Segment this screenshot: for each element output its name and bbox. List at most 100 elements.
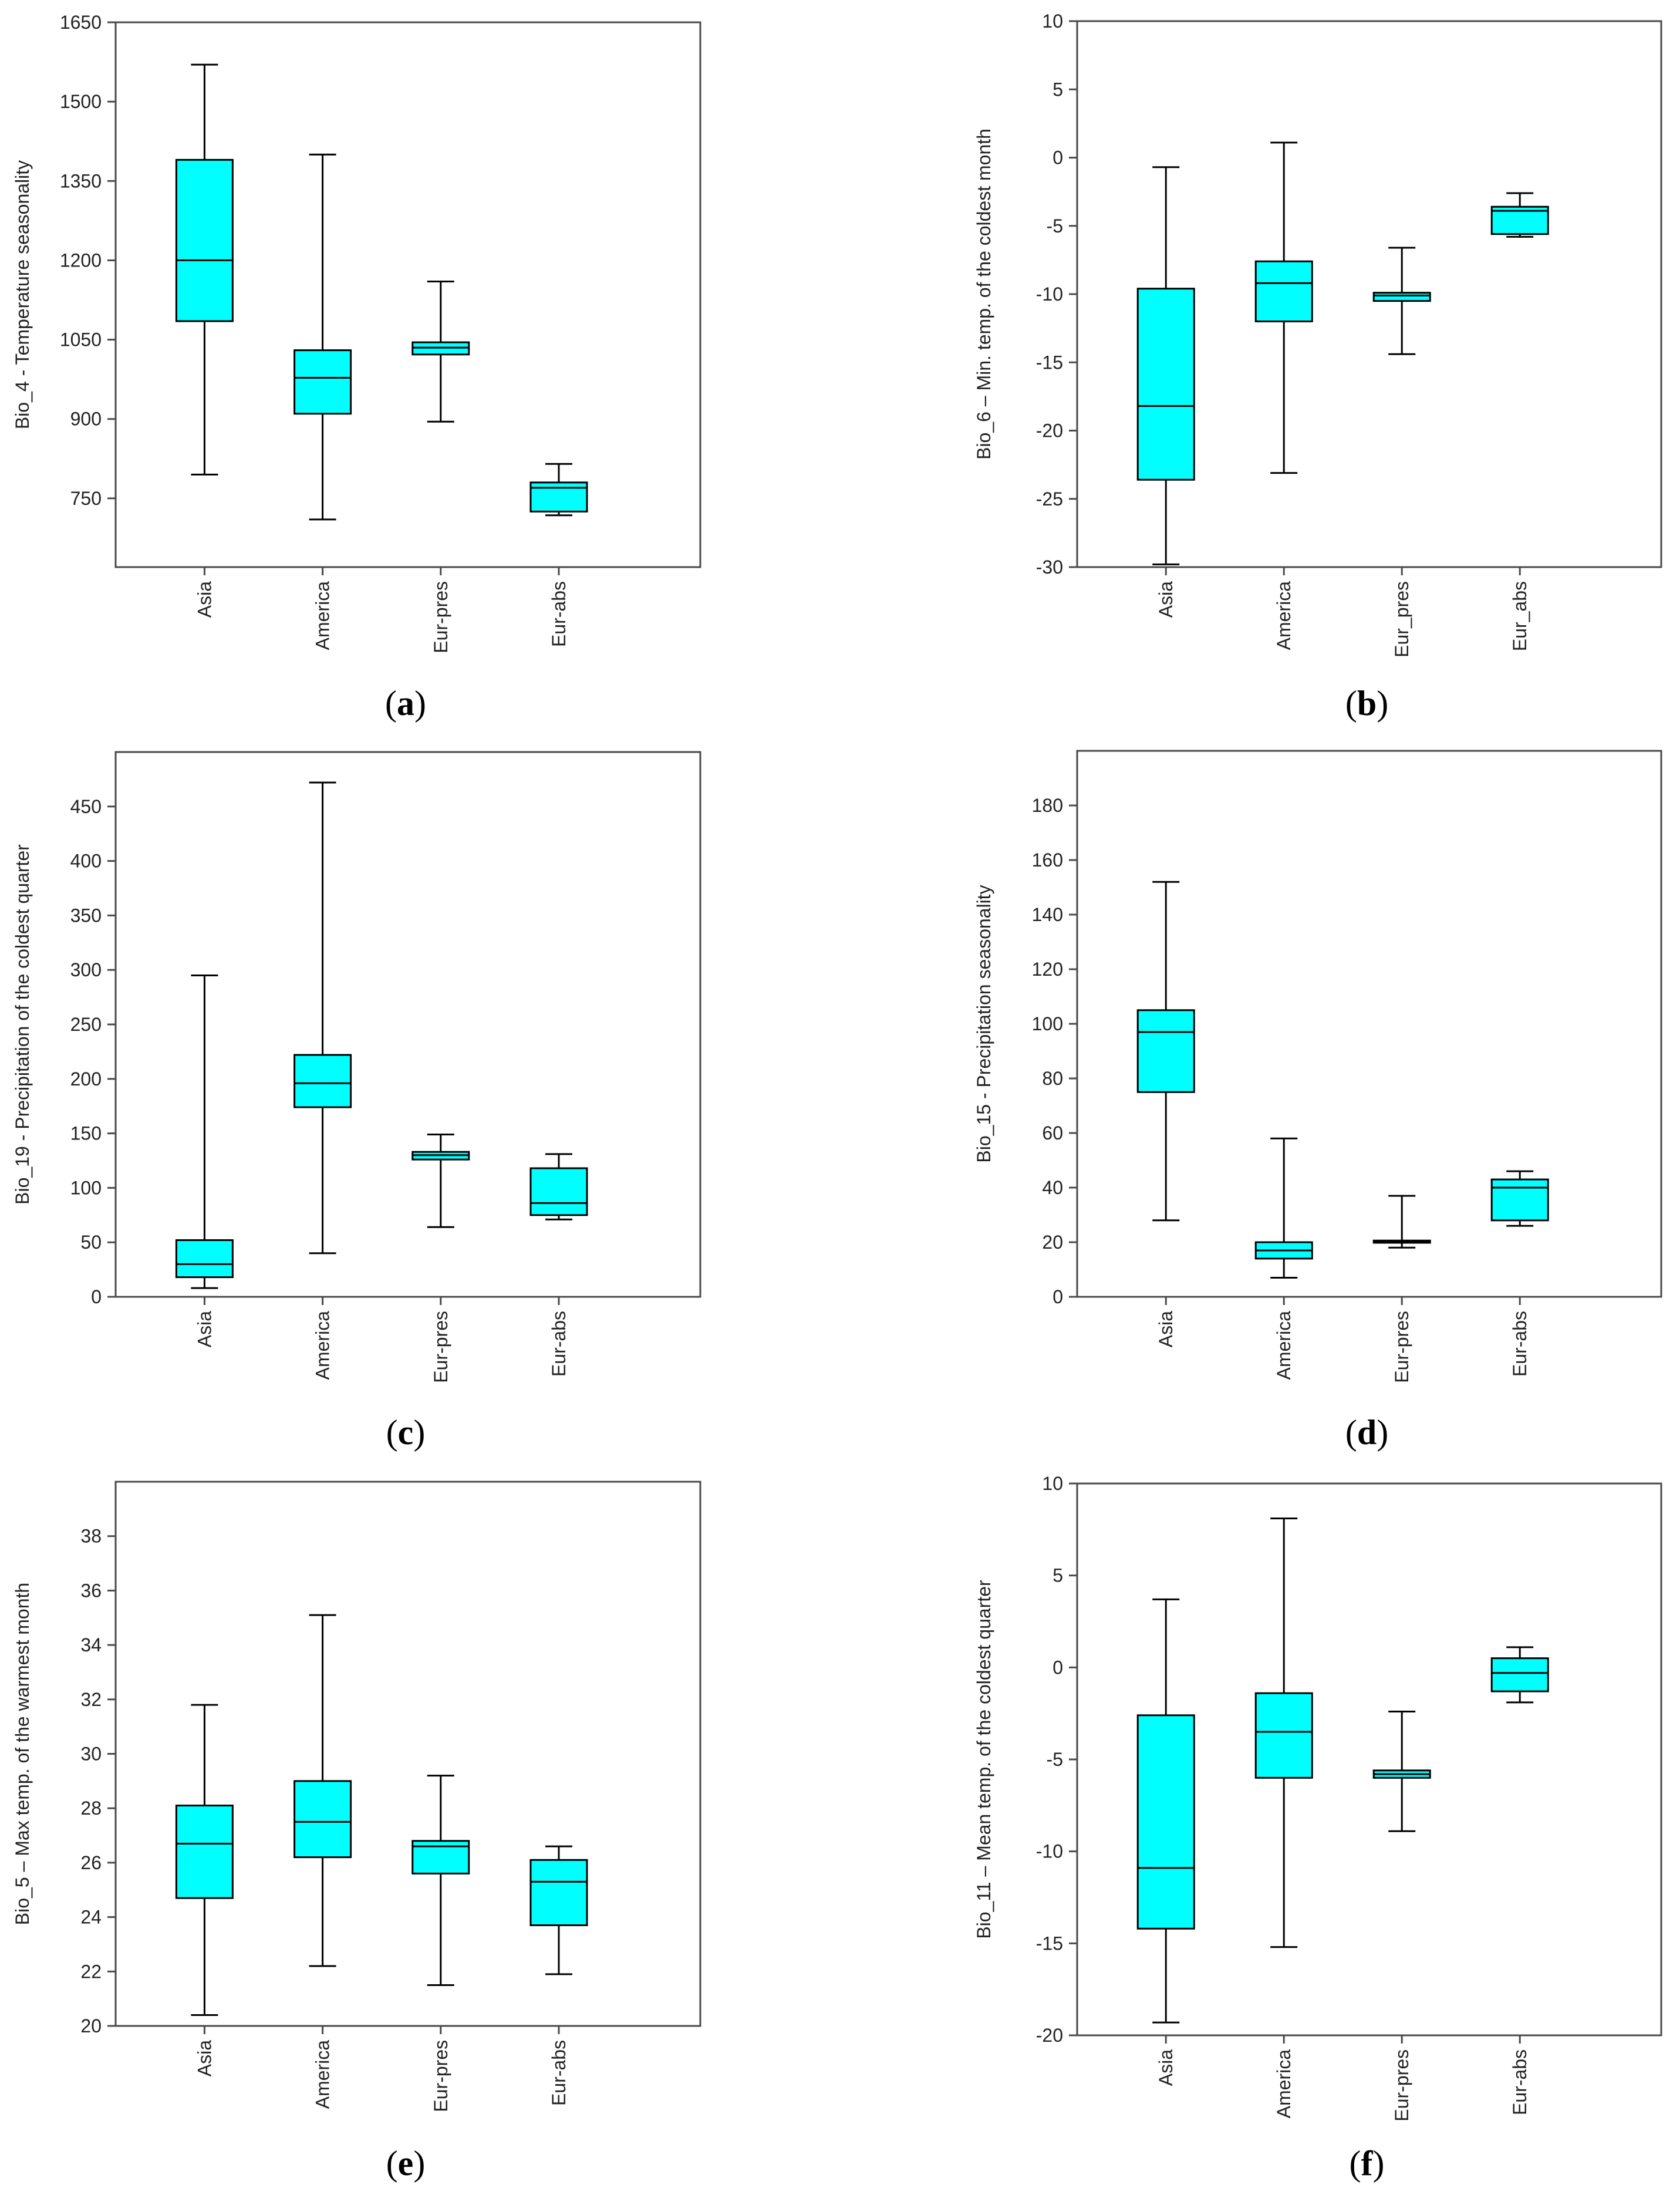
- box-america: [294, 153, 352, 521]
- x-category-label: America: [312, 1311, 333, 1380]
- box-asia: [1136, 166, 1195, 565]
- iqr-box: [1136, 288, 1195, 481]
- x-category-label: America: [1273, 581, 1294, 650]
- y-tick-label: 200: [70, 1068, 102, 1090]
- box-asia: [175, 974, 234, 1289]
- y-tick-label: -10: [1036, 284, 1063, 305]
- y-axis-title: Bio_4 - Temperature seasonality: [12, 160, 33, 429]
- x-category-label: Eur-abs: [548, 2040, 569, 2106]
- y-tick-label: 0: [1052, 1286, 1063, 1307]
- y-tick-label: 38: [80, 1526, 102, 1547]
- iqr-box: [1490, 1657, 1549, 1692]
- x-category-label: Eur-abs: [548, 1311, 569, 1377]
- y-tick-label: 20: [1042, 1232, 1063, 1253]
- y-tick-label: 750: [70, 488, 102, 509]
- x-category-label: Eur-abs: [1509, 2049, 1530, 2115]
- y-tick-label: 5: [1052, 79, 1063, 100]
- y-tick-label: 400: [70, 851, 102, 872]
- box-eur-abs: [529, 463, 588, 517]
- y-tick-label: 250: [70, 1014, 102, 1035]
- y-tick-label: 1050: [60, 329, 102, 350]
- panel-label: (f): [1350, 2144, 1385, 2183]
- iqr-box: [1372, 292, 1431, 302]
- box-america: [1254, 141, 1313, 474]
- box-eur-pres: [1372, 1195, 1431, 1249]
- y-tick-label: 0: [1052, 1657, 1063, 1678]
- iqr-box: [294, 349, 352, 415]
- box-america: [294, 1614, 352, 1967]
- iqr-box: [1136, 1714, 1195, 1930]
- iqr-box: [529, 481, 588, 512]
- y-tick-label: 160: [1032, 849, 1063, 871]
- box-america: [1254, 1137, 1313, 1279]
- y-tick-label: 0: [1052, 147, 1063, 168]
- y-axis-title: Bio_6 – Min. temp. of the coldest month: [973, 129, 994, 460]
- panel-f: -20 -15 -10 -5 0 5 10 Bio_11 – Mean temp. of th…: [973, 1473, 1662, 2183]
- panel-label: (a): [385, 684, 426, 723]
- y-tick-label: -25: [1036, 488, 1063, 510]
- iqr-box: [175, 1239, 234, 1279]
- panel-c: 0 50 100 150 200 250 300 350 400 450 Bio_19 - Prec…: [12, 751, 701, 1452]
- box-asia: [1136, 1598, 1195, 2024]
- y-tick-label: 20: [80, 2015, 102, 2036]
- iqr-box: [294, 1780, 352, 1859]
- x-category-label: Asia: [1155, 1311, 1176, 1347]
- y-axis-title: Bio_15 - Precipitation seasonality: [973, 885, 994, 1162]
- y-tick-label: 26: [80, 1852, 102, 1873]
- y-tick-label: -30: [1036, 557, 1063, 578]
- box-eur-abs: [1490, 1646, 1549, 1704]
- x-category-label: Eur-pres: [430, 2040, 451, 2112]
- x-category-label: Eur_abs: [1509, 581, 1530, 651]
- box-asia: [1136, 881, 1195, 1222]
- y-tick-label: 22: [80, 1961, 102, 1982]
- y-tick-label: 150: [70, 1123, 102, 1144]
- iqr-box: [1254, 260, 1313, 323]
- panel-label: (d): [1345, 1413, 1388, 1452]
- y-tick-label: 1350: [60, 170, 102, 191]
- box-eur-pres: [1372, 1711, 1431, 1832]
- y-tick-label: 1500: [60, 91, 102, 112]
- panel-a: 750 900 1050 1200 1350 1500 1650 Bio_4 - Temper…: [12, 12, 701, 723]
- y-tick-label: -20: [1036, 420, 1063, 441]
- x-category-label: Eur_pres: [1391, 581, 1412, 658]
- y-tick-label: 1650: [60, 12, 102, 33]
- y-tick-label: 1200: [60, 249, 102, 271]
- y-tick-label: -20: [1036, 2025, 1063, 2046]
- y-axis-title: Bio_5 – Max temp. of the warmest month: [12, 1583, 33, 1925]
- y-tick-label: 10: [1042, 1473, 1063, 1494]
- x-category-label: Asia: [1155, 2049, 1176, 2086]
- panel-label: (b): [1345, 684, 1388, 723]
- x-category-label: Eur-pres: [430, 581, 451, 653]
- x-category-label: Eur-abs: [548, 581, 569, 647]
- iqr-box: [1136, 1009, 1195, 1093]
- y-tick-label: 24: [80, 1907, 102, 1928]
- box-america: [294, 781, 352, 1255]
- x-category-label: Eur-pres: [430, 1311, 451, 1383]
- y-tick-label: 34: [80, 1634, 102, 1655]
- box-eur-pres: [1372, 247, 1431, 355]
- y-tick-label: -15: [1036, 352, 1063, 373]
- y-tick-label: 0: [91, 1286, 102, 1307]
- panel-b: -30 -25 -20 -15 -10 -5 0 5 10 Bio_6 – Min. temp. …: [973, 11, 1662, 723]
- plot-frame: [114, 1481, 701, 2027]
- y-axis-title: Bio_19 - Precipitation of the coldest qu…: [12, 844, 33, 1205]
- box-eur-abs: [529, 1153, 588, 1220]
- x-category-label: Asia: [1155, 581, 1176, 618]
- y-tick-label: -5: [1047, 1749, 1063, 1770]
- x-category-label: Asia: [194, 1311, 215, 1347]
- y-tick-label: 180: [1032, 795, 1063, 816]
- panel-label: (c): [386, 1413, 426, 1452]
- y-tick-label: 36: [80, 1580, 102, 1601]
- y-tick-label: 80: [1042, 1068, 1063, 1089]
- box-eur-abs: [1490, 192, 1549, 238]
- x-category-label: Asia: [194, 581, 215, 618]
- box-eur-abs: [529, 1845, 588, 1975]
- x-category-label: America: [312, 581, 333, 650]
- box-eur-abs: [1490, 1170, 1549, 1227]
- iqr-box: [529, 1859, 588, 1927]
- panel-d: 0 20 40 60 80 100 120 140 160 180 Bio_15 - Precipi…: [973, 750, 1662, 1452]
- y-tick-label: 100: [1032, 1013, 1063, 1034]
- iqr-box: [175, 1805, 234, 1899]
- y-tick-label: 100: [70, 1177, 102, 1198]
